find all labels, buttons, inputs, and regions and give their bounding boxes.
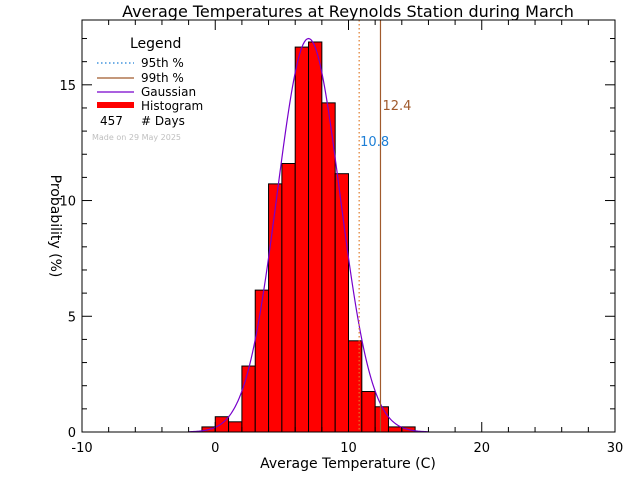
- histogram-bar: [321, 102, 336, 433]
- histogram-bar: [348, 340, 363, 433]
- histogram-bar: [374, 406, 389, 433]
- percentile-99-label: 12.4: [382, 99, 411, 114]
- histogram-bar: [387, 426, 403, 433]
- legend-gaussian-label: Gaussian: [141, 85, 196, 99]
- made-on-note: Made on 29 May 2025: [92, 133, 181, 142]
- x-tick-label: 30: [607, 441, 624, 456]
- histogram-bar: [308, 41, 323, 433]
- legend-title: Legend: [130, 36, 181, 52]
- legend-histogram-swatch: [97, 102, 134, 108]
- x-tick-label: -10: [71, 441, 92, 456]
- gaussian-curve: [188, 37, 429, 433]
- chart-title: Average Temperatures at Reynolds Station…: [122, 2, 574, 21]
- histogram-bar: [254, 289, 270, 433]
- legend-days-label: # Days: [141, 114, 185, 128]
- legend-99th-label: 99th %: [141, 71, 184, 85]
- histogram-bar: [294, 46, 310, 433]
- x-axis-label: Average Temperature (C): [260, 456, 436, 472]
- legend: Legend 95th % 99th % Gaussian Histogram …: [92, 36, 203, 142]
- legend-95th-label: 95th %: [141, 56, 184, 70]
- y-tick-label: 15: [59, 79, 76, 94]
- y-tick-label: 5: [68, 310, 76, 325]
- histogram-bars: [201, 41, 416, 433]
- x-tick-label: 20: [473, 441, 490, 456]
- histogram-bar: [361, 390, 376, 433]
- y-tick-label: 10: [59, 195, 76, 210]
- histogram-bar: [241, 365, 256, 433]
- histogram-bar: [228, 421, 243, 433]
- gaussian-layer: [188, 37, 429, 433]
- legend-histogram-label: Histogram: [141, 99, 203, 113]
- x-tick-label: 0: [211, 441, 219, 456]
- percentile-95-label: 10.8: [360, 135, 389, 150]
- y-axis-label: Probability (%): [47, 175, 63, 278]
- x-axis: -10 0 10 20 30: [71, 20, 623, 456]
- y-tick-label: 0: [68, 426, 76, 441]
- legend-days-count: 457: [100, 114, 123, 128]
- histogram-bar: [281, 163, 296, 433]
- percentile-layer: 10.8 12.4: [358, 20, 411, 432]
- y-axis: 0 5 10 15: [59, 38, 615, 441]
- histogram-bar: [268, 183, 283, 433]
- x-tick-label: 10: [340, 441, 357, 456]
